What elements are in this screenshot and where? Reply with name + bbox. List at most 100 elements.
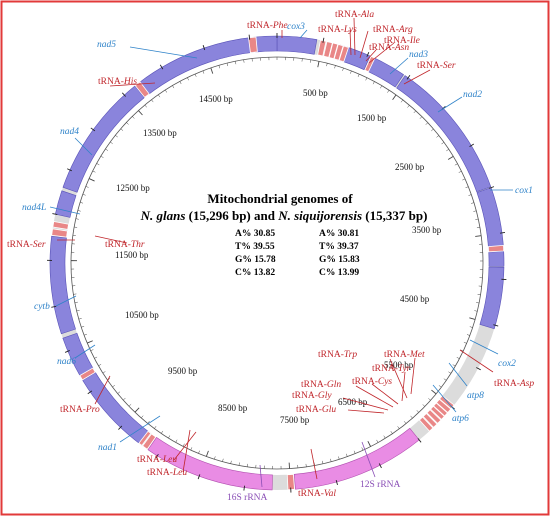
comp1-t: T% 39.55 [235,242,275,252]
scale-minor-tick [446,149,449,152]
scale-minor-tick [387,89,390,93]
scale-minor-tick [350,70,352,74]
outer-tick [499,232,506,234]
outer-tick [202,45,206,51]
label-trna-pro: tRNA-Pro [60,405,100,415]
scale-minor-tick [413,110,416,114]
scale-minor-tick [458,171,462,173]
scale-minor-tick [94,356,98,359]
scale-labels: 500 bp 1500 bp 2500 bp 3500 bp 4500 bp 5… [115,88,442,425]
scale-minor-tick [82,194,86,196]
scale-minor-tick [400,99,404,103]
label-trna-glu: tRNA-Glu [296,405,336,415]
scale-major-tick [205,450,209,457]
outer-tick [476,367,481,371]
scale-minor-tick [198,450,200,454]
label-nad4: nad4 [60,127,79,137]
scale-minor-tick [172,85,175,89]
scale-minor-tick [187,77,189,81]
scale-minor-tick [238,462,240,466]
label-12s-rrna: 12S rRNA [360,480,401,490]
scale-minor-tick [80,202,84,204]
scale-major-tick [469,317,476,320]
scale-minor-tick [81,326,85,328]
label-trna-gly: tRNA-Gly [292,391,332,401]
outer-tick [52,213,58,216]
composition-species-1: A% 30.85 T% 39.55 G% 15.78 C% 13.82 [235,229,276,278]
label-trna-asn: tRNA-Asn [369,43,409,53]
label-trna-arg: tRNA-Arg [373,25,413,35]
label-trna-trp: tRNA-Trp [318,350,357,360]
feature-trna-gly [422,412,438,428]
outer-tick [67,168,72,172]
scale-minor-tick [475,218,479,220]
scale-minor-tick [141,415,144,419]
scale-minor-tick [126,122,129,125]
scale-minor-tick [161,430,164,434]
outer-tick [121,92,126,97]
scale-minor-tick [110,141,113,144]
feature-atp6 [479,266,505,330]
scale-minor-tick [410,415,413,419]
label-trna-tyr: tRNA-Tyr [372,364,411,374]
feature-trna-glu [418,416,434,432]
feature-trna-tyr [435,398,452,414]
scale-minor-tick [476,227,480,229]
label-cox1: cox1 [515,186,533,196]
scale-label-2500: 2500 bp [395,162,425,172]
scale-minor-tick [466,334,470,336]
scale-minor-tick [218,65,220,69]
outer-tick [51,305,57,308]
scale-minor-tick [98,364,102,367]
scale-major-tick [392,94,397,101]
scale-minor-tick [357,74,360,77]
label-atp8: atp8 [467,391,484,401]
scale-label-1500: 1500 bp [357,113,387,123]
feature-trna-ser [52,220,70,230]
feature-12s-rrna [293,427,420,490]
feature-trna-lys [317,39,327,57]
scale-minor-tick [376,439,379,443]
scale-minor-tick [165,89,168,93]
label-16s-rrna: 16S rRNA [227,493,268,503]
scale-minor-tick [76,310,80,312]
feature-trna-thr [51,228,68,238]
scale-minor-tick [96,163,100,166]
scale-minor-tick [428,398,431,401]
outer-tick [197,474,201,480]
scale-minor-tick [397,426,400,429]
gene-labels: tRNA-Phe cox3 tRNA-Lys tRNA-Ala tRNA-Arg… [7,10,534,503]
scale-label-4500: 4500 bp [400,294,430,304]
scale-minor-tick [462,178,466,181]
scale-minor-tick [85,186,89,188]
scale-label-7500: 7500 bp [280,415,310,425]
outer-tick [366,51,370,57]
scale-minor-tick [469,326,473,328]
label-trna-met: tRNA-Met [384,350,425,360]
scale-minor-tick [390,430,393,434]
scale-minor-tick [190,447,193,451]
label-atp6: atp6 [452,414,469,424]
scale-minor-tick [77,210,81,212]
label-trna-leu-2: tRNA-Leu [147,468,187,478]
label-trna-thr: tRNA-Thr [105,240,145,250]
feature-trna-asn [333,43,344,61]
scale-minor-tick [132,116,135,119]
scale-minor-tick [456,357,460,359]
label-nad4l: nad4L [22,203,46,213]
scale-major-tick [87,340,93,344]
feature-trna-trp [433,402,449,417]
scale-major-tick [475,235,482,237]
feature-nad2 [367,57,404,88]
comp1-g: G% 15.78 [235,255,276,265]
scale-minor-tick [128,403,132,407]
scale-minor-tick [115,135,118,138]
scale-minor-tick [334,65,336,69]
species-1-size: (15,296 bp) and [189,208,276,223]
outer-tick [155,453,159,459]
scale-minor-tick [226,63,229,67]
scale-minor-tick [202,70,205,74]
scale-major-tick [210,67,214,74]
scale-minor-tick [448,371,452,374]
